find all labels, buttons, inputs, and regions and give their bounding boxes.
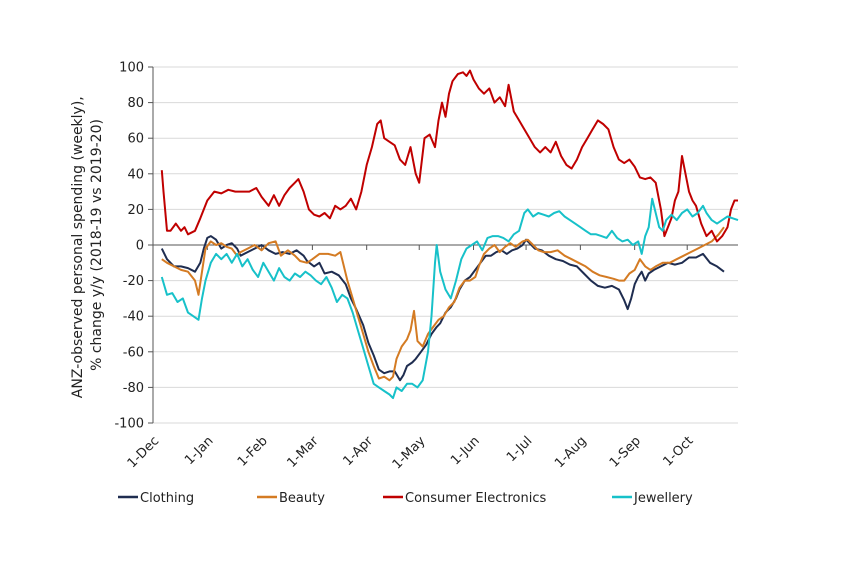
x-axis-zero-line <box>152 244 738 250</box>
y-axis <box>148 66 154 424</box>
y-tick-label: 40 <box>127 167 144 182</box>
x-tick-labels: 1-Dec 1-Jan 1-Feb 1-Mar 1-Apr 1-May 1-Jun 1-Jul… <box>125 433 697 472</box>
y-tick-label: -60 <box>123 345 144 360</box>
y-axis-title-line-2: % change y/y (2018-19 vs 2019-20) <box>89 119 105 371</box>
legend-label: Clothing <box>140 491 194 506</box>
y-tick-label: 60 <box>127 132 144 147</box>
y-axis-title: ANZ-observed personal spending (weekly),… <box>70 92 105 398</box>
x-tick-label: 1-Dec <box>125 434 163 472</box>
x-tick-label: 1-Oct <box>661 434 697 470</box>
x-tick-label: 1-Mar <box>285 433 323 471</box>
legend-label: Beauty <box>279 491 325 506</box>
x-tick-label: 1-Feb <box>235 434 271 470</box>
x-tick-label: 1-Apr <box>340 433 376 469</box>
y-tick-label: 0 <box>136 239 144 254</box>
y-tick-label: 80 <box>127 96 144 111</box>
series-line-clothing <box>160 235 725 382</box>
x-tick-label: 1-Jun <box>448 434 483 469</box>
legend-label: Consumer Electronics <box>405 491 547 506</box>
series-line-consumer-electronics <box>160 69 738 243</box>
legend: Clothing Beauty Consumer Electronics Jewell… <box>118 491 693 506</box>
y-tick-label: -20 <box>123 274 144 289</box>
legend-label: Jewellery <box>633 491 693 506</box>
x-tick-label: 1-May <box>390 433 429 472</box>
y-tick-label: -40 <box>123 310 144 325</box>
y-tick-labels: 100 80 60 40 20 0 -20 -40 -60 -80 -100 <box>114 61 144 432</box>
x-tick-label: 1-Aug <box>552 434 590 472</box>
x-tick-label: 1-Jan <box>182 434 216 468</box>
series-line-jewellery <box>160 197 739 400</box>
x-tick-label: 1-Sep <box>607 434 644 471</box>
y-tick-label: 100 <box>119 61 144 76</box>
gridlines <box>153 66 738 424</box>
y-tick-label: -80 <box>123 381 144 396</box>
series-lines <box>160 69 739 400</box>
x-tick-label: 1-Jul <box>504 434 535 465</box>
y-axis-title-line-1: ANZ-observed personal spending (weekly), <box>70 96 86 398</box>
y-tick-label: 20 <box>127 203 144 218</box>
y-tick-label: -100 <box>114 417 144 432</box>
